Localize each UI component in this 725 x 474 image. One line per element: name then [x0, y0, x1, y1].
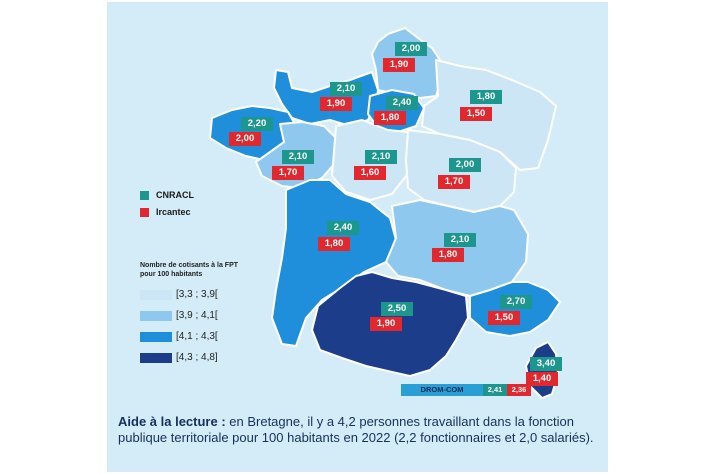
cnracl-key-label: CNRACL: [156, 190, 194, 200]
badge-cnracl-bourgogne: 2,00: [449, 158, 481, 172]
badge-cnracl-pays-de-la-loire: 2,10: [282, 150, 314, 164]
cnracl-key-swatch: [140, 191, 149, 200]
badge-cnracl-ile-de-france: 2,40: [386, 96, 418, 110]
badge-ircantec-auvergne-rhone-alpes: 1,80: [432, 248, 464, 262]
badge-cnracl-centre: 2,10: [365, 150, 397, 164]
drom-com-ircantec: 2,36: [507, 384, 531, 396]
legend-class-1-label: [3,3 ; 3,9[: [176, 289, 218, 300]
legend-class-2-label: [3,9 ; 4,1[: [176, 310, 218, 321]
badge-cnracl-hauts-de-france: 2,00: [395, 42, 427, 56]
drom-com-cnracl: 2,41: [483, 384, 507, 396]
badge-ircantec-bretagne: 2,00: [229, 132, 261, 146]
badge-ircantec-corse: 1,40: [526, 372, 558, 386]
ircantec-key-swatch: [140, 208, 149, 217]
badge-ircantec-ile-de-france: 1,80: [374, 111, 406, 125]
drom-com-label: DROM-COM: [401, 384, 483, 396]
legend-class-3-label: [4,1 ; 4,3[: [176, 331, 218, 342]
badge-ircantec-normandie: 1,90: [320, 97, 352, 111]
badge-ircantec-hauts-de-france: 1,90: [383, 58, 415, 72]
badge-ircantec-pays-de-la-loire: 1,70: [272, 166, 304, 180]
badge-cnracl-grand-est: 1,80: [470, 90, 502, 104]
drom-com-box: DROM-COM 2,41 2,36: [401, 384, 531, 396]
badge-cnracl-nouvelle-aquitaine: 2,40: [327, 221, 359, 235]
reading-aid-text: en Bretagne, il y a 4,2 personnes travai…: [118, 414, 594, 445]
ircantec-key-label: Ircantec: [156, 207, 191, 217]
badge-ircantec-nouvelle-aquitaine: 1,80: [318, 237, 350, 251]
legend-class-4-label: [4,3 ; 4,8]: [176, 352, 218, 363]
badge-cnracl-occitanie: 2,50: [381, 302, 413, 316]
badge-ircantec-bourgogne: 1,70: [438, 175, 470, 189]
reading-aid-lead: Aide à la lecture :: [118, 414, 226, 429]
legend-class-1-swatch: [140, 290, 172, 300]
badge-ircantec-grand-est: 1,50: [460, 107, 492, 121]
legend-class-3-swatch: [140, 332, 172, 342]
legend-class-4-swatch: [140, 353, 172, 363]
badge-cnracl-normandie: 2,10: [330, 82, 362, 96]
legend-title: Nombre de cotisants à la FPT pour 100 ha…: [140, 262, 239, 278]
badge-ircantec-centre: 1,60: [354, 166, 386, 180]
badge-cnracl-paca: 2,70: [500, 295, 532, 309]
badge-cnracl-bretagne: 2,20: [241, 117, 273, 131]
badge-cnracl-corse: 3,40: [530, 357, 562, 371]
legend-class-2-swatch: [140, 311, 172, 321]
badge-ircantec-occitanie: 1,90: [370, 317, 402, 331]
badge-cnracl-auvergne-rhone-alpes: 2,10: [444, 233, 476, 247]
reading-aid: Aide à la lecture : en Bretagne, il y a …: [118, 414, 598, 446]
badge-ircantec-paca: 1,50: [488, 311, 520, 325]
